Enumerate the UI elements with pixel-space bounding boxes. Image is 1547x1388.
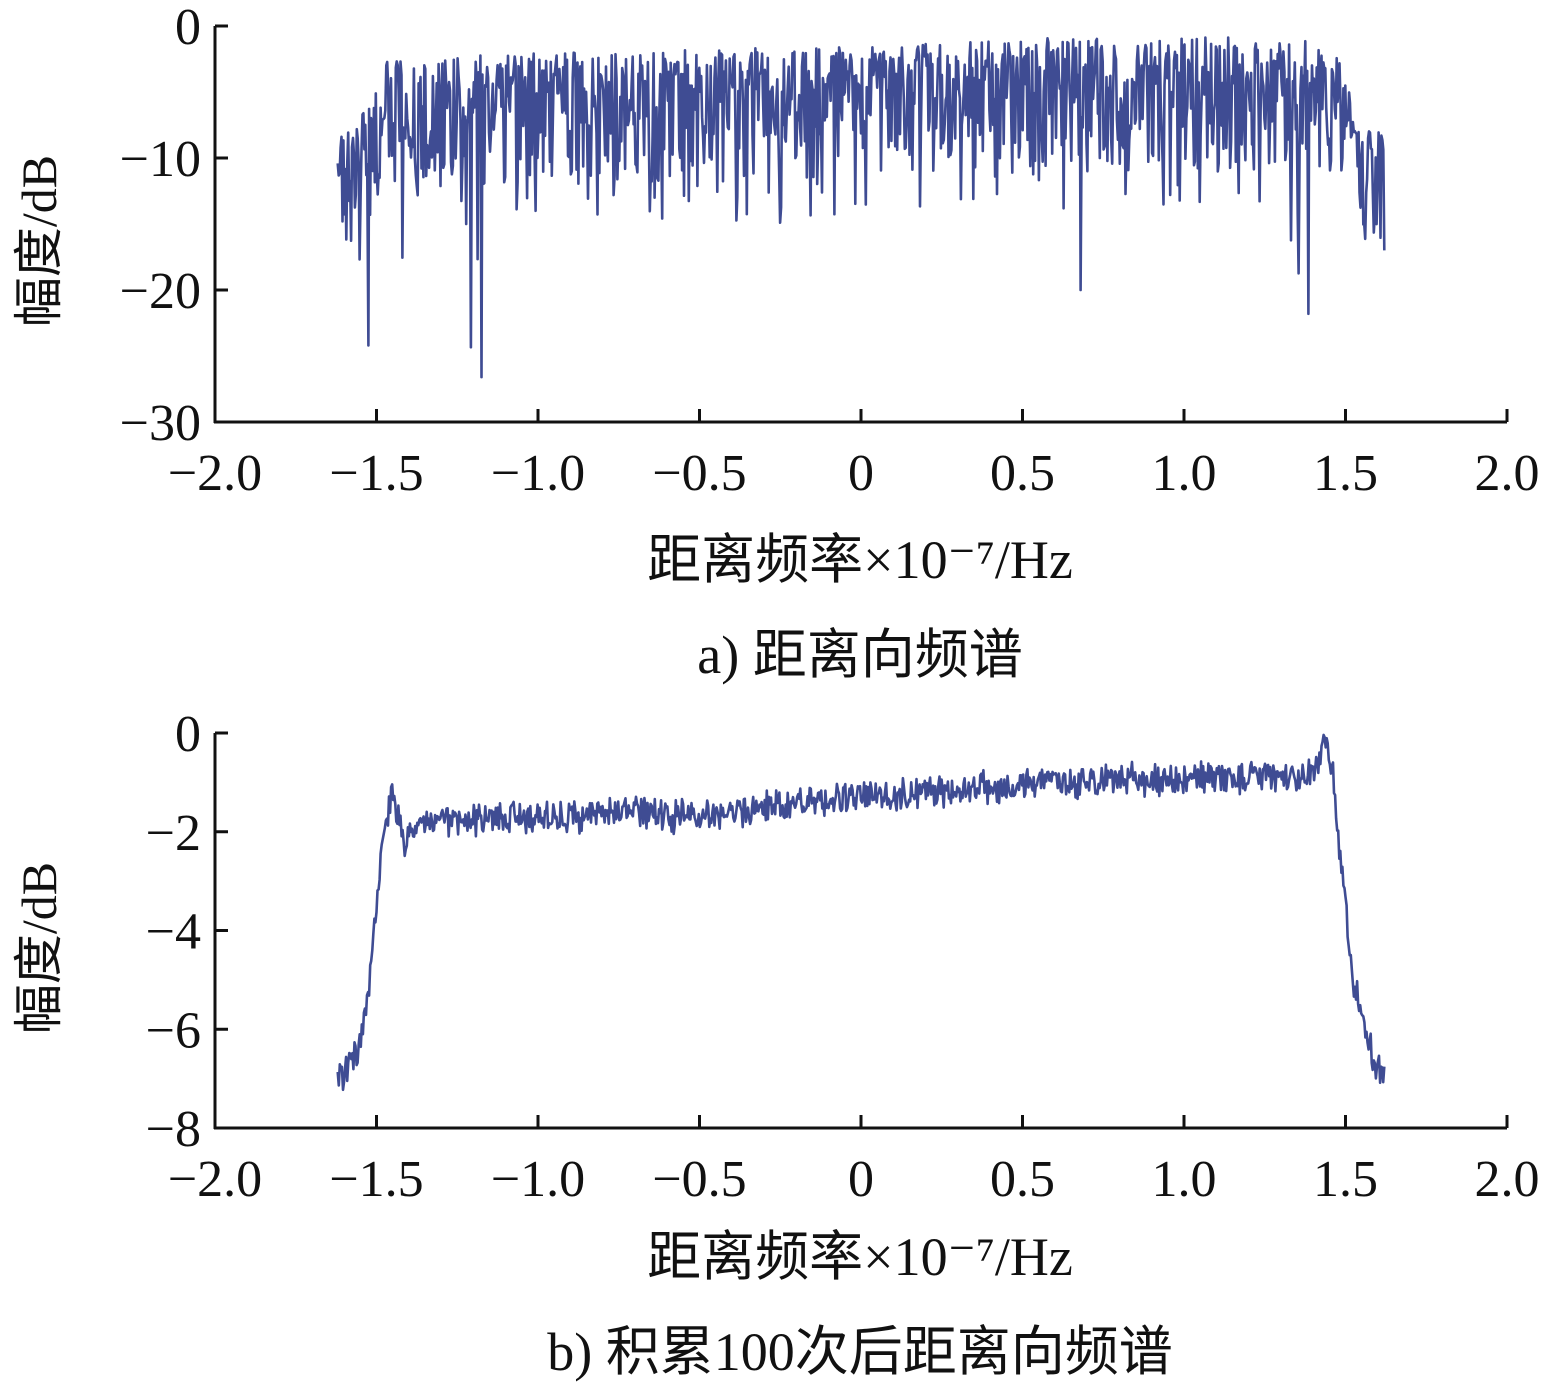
chart-b: −2.0 −1.5 −1.0 −0.5 0 0.5 1.0 1.5 2.0 0 −2 −4 −6 −8 幅度… bbox=[11, 706, 1540, 1382]
x-tick-label: −2.0 bbox=[168, 445, 262, 502]
x-tick-label: 1.0 bbox=[1152, 445, 1217, 502]
y-axis-label: 幅度/dB bbox=[11, 862, 67, 1034]
y-tick-label: −2 bbox=[146, 805, 201, 862]
y-tick-label: −6 bbox=[146, 1002, 201, 1059]
x-tick-label: 1.5 bbox=[1313, 445, 1378, 502]
chart-caption: a) 距离向频谱 bbox=[697, 625, 1022, 685]
y-tick-label: −8 bbox=[146, 1101, 201, 1158]
y-axis-label: 幅度/dB bbox=[11, 155, 67, 327]
x-tick-label: −0.5 bbox=[652, 1151, 746, 1208]
x-tick-label: −1.0 bbox=[491, 1151, 585, 1208]
x-tick-label: −1.5 bbox=[329, 445, 423, 502]
x-tick-label: −1.5 bbox=[329, 1151, 423, 1208]
y-tick-label: −30 bbox=[120, 395, 201, 452]
x-tick-label: 0 bbox=[848, 1151, 874, 1208]
y-tick-label: −10 bbox=[120, 131, 201, 188]
chart-a: −2.0 −1.5 −1.0 −0.5 0 0.5 1.0 1.5 2.0 0 −10 −20 −30 幅… bbox=[11, 0, 1540, 685]
y-tick-label: −20 bbox=[120, 263, 201, 320]
x-tick-label: −1.0 bbox=[491, 445, 585, 502]
x-tick-label: 0.5 bbox=[990, 1151, 1055, 1208]
x-tick-label: 0 bbox=[848, 445, 874, 502]
x-tick-label: 2.0 bbox=[1475, 445, 1540, 502]
x-axis-label: 距离频率×10⁻⁷/Hz bbox=[647, 530, 1073, 590]
x-tick-label: −2.0 bbox=[168, 1151, 262, 1208]
x-axis-label: 距离频率×10⁻⁷/Hz bbox=[647, 1227, 1073, 1287]
x-tick-label: 1.0 bbox=[1152, 1151, 1217, 1208]
series-line bbox=[336, 733, 1386, 1092]
y-tick-label: −4 bbox=[146, 904, 201, 961]
y-tick-label: 0 bbox=[175, 0, 201, 56]
x-tick-label: −0.5 bbox=[652, 445, 746, 502]
x-tick-label: 1.5 bbox=[1313, 1151, 1378, 1208]
series-line bbox=[336, 36, 1386, 379]
x-tick-label: 2.0 bbox=[1475, 1151, 1540, 1208]
x-tick-label: 0.5 bbox=[990, 445, 1055, 502]
y-tick-label: 0 bbox=[175, 706, 201, 763]
chart-caption: b) 积累100次后距离向频谱 bbox=[547, 1322, 1172, 1382]
